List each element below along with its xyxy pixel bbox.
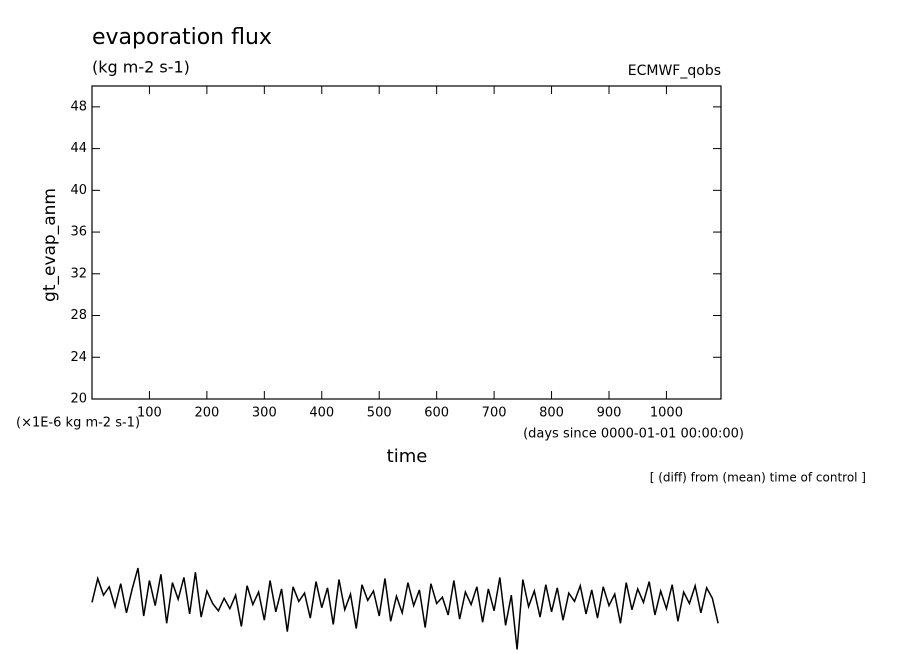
y-tick-label: 48 <box>70 99 87 114</box>
x-tick-label: 300 <box>252 406 277 421</box>
x-tick-label: 400 <box>309 406 334 421</box>
x-units: (days since 0000-01-01 00:00:00) <box>523 427 744 442</box>
y-tick-label: 20 <box>70 392 87 407</box>
y-axis-label: gt_evap_anm <box>40 188 60 302</box>
data-line <box>91 567 719 650</box>
x-tick-label: 100 <box>137 406 162 421</box>
y-tick-label: 40 <box>70 183 87 198</box>
units: (kg m-2 s-1) <box>92 58 190 77</box>
annotation: [ (diff) from (mean) time of control ] <box>650 471 866 485</box>
y-tick-label: 24 <box>70 350 87 365</box>
x-tick-label: 1000 <box>650 406 683 421</box>
plot-frame <box>91 85 722 400</box>
x-axis-label: time <box>387 446 428 467</box>
x-tick-label: 900 <box>597 406 622 421</box>
y-tick-label: 28 <box>70 308 87 323</box>
y-tick-label: 36 <box>70 225 87 240</box>
x-tick-label: 700 <box>482 406 507 421</box>
dataset: ECMWF_qobs <box>628 63 721 79</box>
chart-title: evaporation flux <box>92 25 272 50</box>
y-tick-label: 32 <box>70 266 87 281</box>
x-tick-label: 800 <box>539 406 564 421</box>
x-tick-label: 600 <box>424 406 449 421</box>
y-tick-label: 44 <box>70 141 87 156</box>
y-scale-label: (×1E-6 kg m-2 s-1) <box>16 416 140 431</box>
x-tick-label: 200 <box>194 406 219 421</box>
x-tick-label: 500 <box>367 406 392 421</box>
